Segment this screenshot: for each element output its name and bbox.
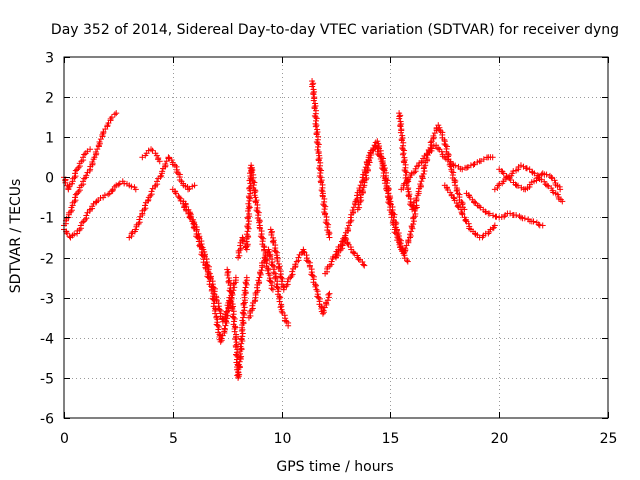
series-trace-a <box>61 110 120 229</box>
x-tick-label: 25 <box>600 431 618 447</box>
series-trace-o <box>354 138 420 257</box>
y-tick-label: 0 <box>45 171 54 187</box>
y-tick-label: 2 <box>45 91 54 107</box>
series-trace-l <box>309 78 333 241</box>
plot-frame <box>63 56 609 419</box>
y-tick-label: -3 <box>40 292 54 308</box>
series-trace-d <box>126 154 198 241</box>
y-tick-label: -1 <box>40 211 54 227</box>
series-trace-r <box>441 182 498 241</box>
series-trace-u <box>496 166 564 193</box>
x-axis-label: GPS time / hours <box>276 459 393 475</box>
series-trace-g <box>180 198 239 325</box>
x-tick-label: 0 <box>60 431 69 447</box>
chart-title: Day 352 of 2014, Sidereal Day-to-day VTE… <box>51 22 619 38</box>
series-trace-b <box>61 178 139 241</box>
y-tick-label: -5 <box>40 372 54 388</box>
x-axis: 0 5 10 15 20 25 <box>60 57 617 447</box>
x-tick-label: 15 <box>382 431 400 447</box>
y-tick-label: -2 <box>40 252 54 268</box>
series-trace-j <box>245 246 292 329</box>
x-tick-label: 10 <box>274 431 292 447</box>
data-points <box>61 78 566 381</box>
series-trace-s <box>463 190 546 229</box>
x-tick-label: 5 <box>169 431 178 447</box>
series-trace-h <box>224 266 250 381</box>
series-trace-e <box>139 146 163 165</box>
y-axis-label: SDTVAR / TECUs <box>8 179 24 294</box>
y-tick-label: -4 <box>40 332 54 348</box>
series-trace-k <box>267 226 333 317</box>
y-tick-label: 1 <box>45 131 54 147</box>
y-axis: -6 -5 -4 -3 -2 -1 0 1 2 3 <box>40 51 608 428</box>
series-trace-q <box>398 142 496 193</box>
y-tick-label: -6 <box>40 412 54 428</box>
y-tick-label: 3 <box>45 51 54 67</box>
x-tick-label: 20 <box>491 431 509 447</box>
